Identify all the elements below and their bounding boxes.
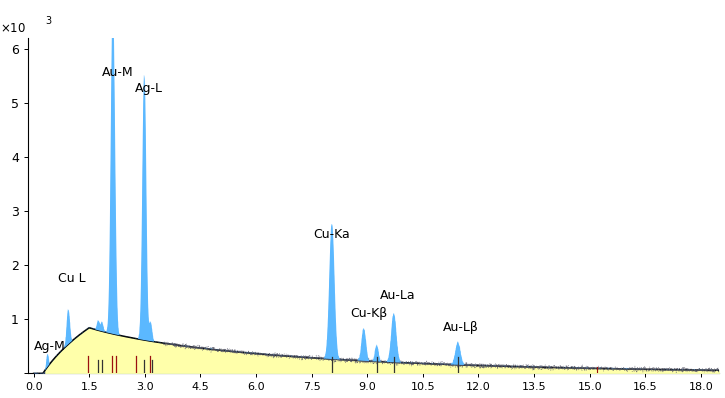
Text: Au-Lβ: Au-Lβ [443, 321, 479, 334]
Text: $\times$10: $\times$10 [1, 22, 26, 35]
Text: Cu-Kβ: Cu-Kβ [351, 306, 388, 320]
Text: Cu L: Cu L [58, 271, 86, 285]
Text: Ag-L: Ag-L [134, 82, 162, 95]
Text: Au-La: Au-La [380, 289, 416, 302]
Text: 3: 3 [46, 16, 51, 27]
Text: Au-M: Au-M [102, 66, 134, 79]
Text: Ag-M: Ag-M [34, 340, 66, 353]
Text: Cu-Ka: Cu-Ka [313, 228, 350, 241]
